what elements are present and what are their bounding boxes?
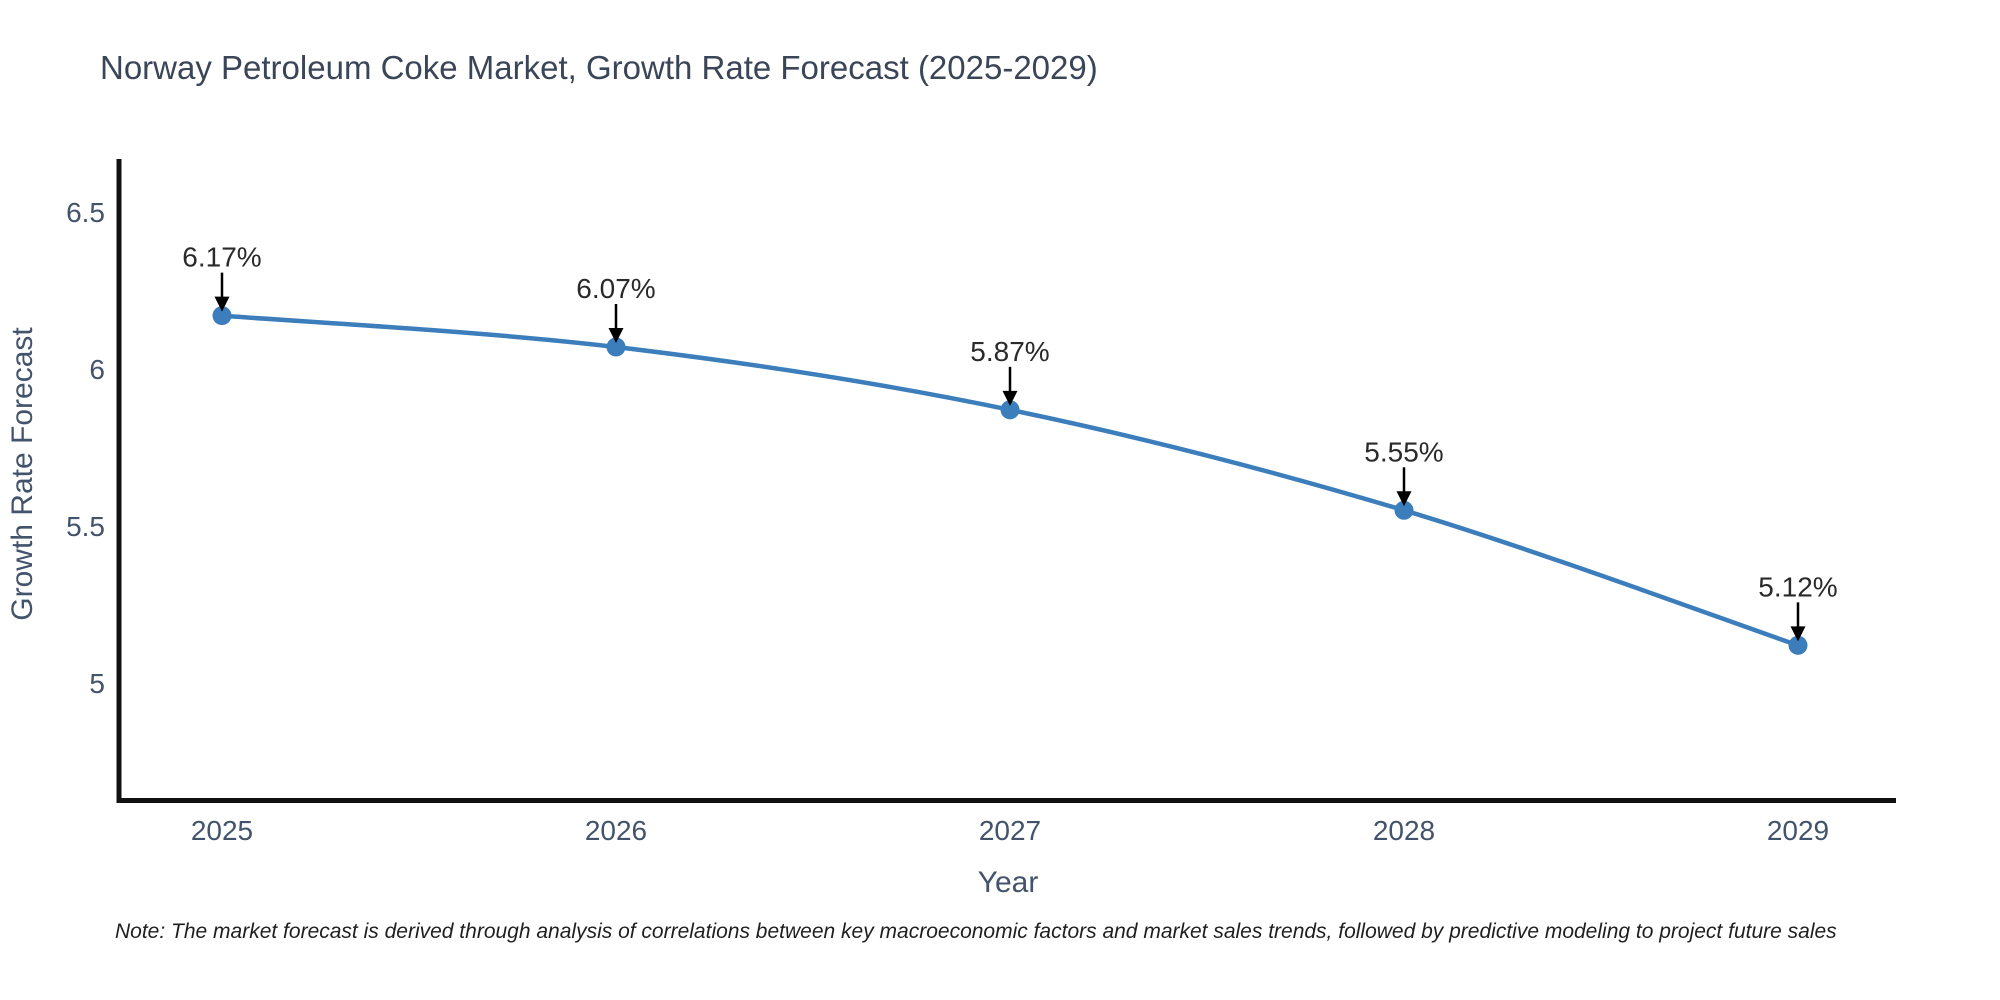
point-annotation: 5.55% [1364,436,1444,507]
annotation-label: 5.55% [1364,436,1443,467]
y-tick-label: 5.5 [66,511,105,542]
y-tick-label: 6.5 [66,197,105,228]
annotation-label: 5.12% [1758,571,1837,602]
x-tick-label: 2027 [979,815,1041,846]
annotation-arrow-head-icon [1002,390,1018,406]
y-axis-title: Growth Rate Forecast [6,327,39,621]
x-tick-label: 2025 [191,815,253,846]
point-annotation: 6.07% [576,273,656,344]
x-tick-label: 2026 [585,815,647,846]
annotation-label: 6.07% [576,273,655,304]
data-point-2029[interactable] [1788,635,1808,655]
point-annotation: 6.17% [182,242,262,312]
data-point-2027[interactable] [1000,400,1020,420]
annotation-arrow-head-icon [1396,491,1412,507]
annotation-label: 5.87% [970,336,1049,367]
y-axis: 6.5 6 5.5 5 Growth Rate Forecast [6,159,122,802]
annotation-arrow-head-icon [214,296,230,312]
annotation-arrow-head-icon [1790,626,1806,642]
point-annotations: 6.17% 6.07% 5.87% 5.55% 5.12% [182,242,1838,642]
y-tick-labels: 6.5 6 5.5 5 [66,197,105,699]
chart-title: Norway Petroleum Coke Market, Growth Rat… [100,49,1098,86]
point-annotation: 5.87% [970,336,1050,406]
x-axis-title: Year [978,866,1039,899]
x-axis: 2025 2026 2027 2028 2029 Year [116,798,1896,899]
x-tick-label: 2029 [1767,815,1829,846]
point-annotation: 5.12% [1758,571,1838,642]
annotation-label: 6.17% [182,242,261,273]
x-tick-labels: 2025 2026 2027 2028 2029 [191,815,1829,846]
y-tick-label: 5 [89,668,105,699]
growth-rate-series [212,306,1808,655]
annotation-arrow-head-icon [608,328,624,344]
x-tick-label: 2028 [1373,815,1435,846]
data-point-2028[interactable] [1394,500,1414,520]
note-text: Note: The market forecast is derived thr… [115,920,1837,943]
data-point-2025[interactable] [212,306,232,326]
data-point-2026[interactable] [606,337,626,357]
y-tick-label: 6 [89,354,105,385]
